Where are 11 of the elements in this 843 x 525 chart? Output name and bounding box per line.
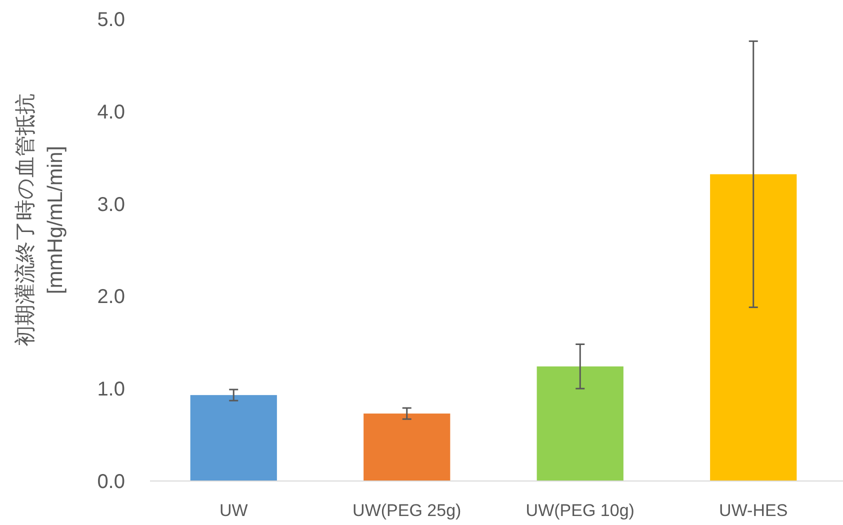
- y-tick-label: 3.0: [97, 194, 125, 216]
- x-tick-label: UW: [219, 501, 248, 520]
- x-tick-label: UW(PEG 10g): [526, 501, 634, 520]
- x-tick-label: UW-HES: [719, 501, 788, 520]
- x-tick-label: UW(PEG 25g): [352, 501, 462, 520]
- y-tick-label: 4.0: [97, 101, 125, 124]
- y-axis-title: 初期灌流終了時の血管抵抗 [mmHg/mL/min]: [14, 94, 67, 346]
- y-tick-label: 0.0: [97, 471, 125, 493]
- y-tick-label: 2.0: [97, 286, 125, 308]
- y-tick-label: 1.0: [97, 378, 125, 401]
- y-tick-label: 5.0: [97, 9, 125, 31]
